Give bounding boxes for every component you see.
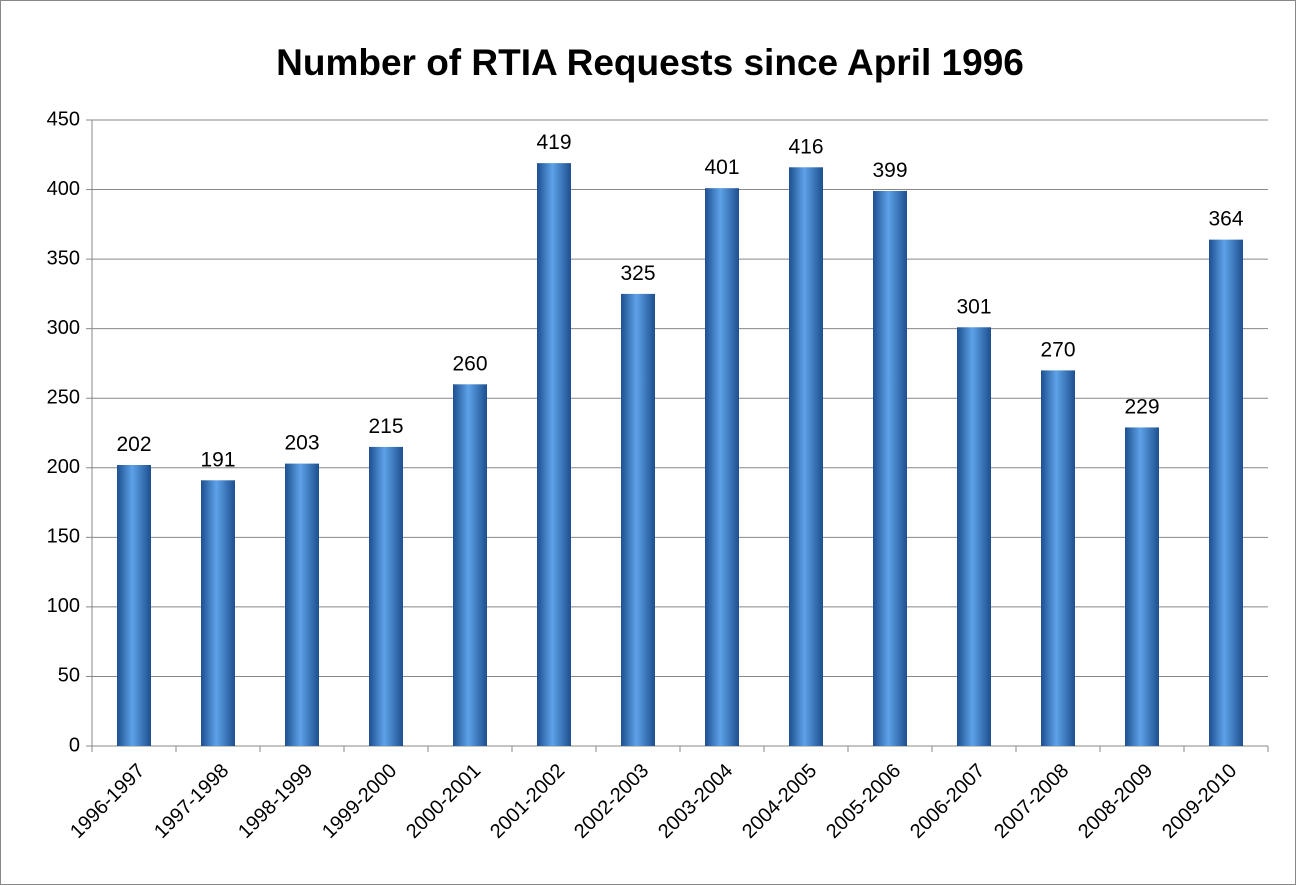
- data-label: 399: [872, 159, 907, 182]
- bar: [201, 480, 235, 746]
- data-label: 301: [956, 295, 991, 318]
- bar: [117, 464, 151, 746]
- bar: [789, 167, 823, 746]
- bar: [1041, 370, 1075, 746]
- data-label: 325: [620, 262, 655, 285]
- data-label: 203: [284, 432, 319, 455]
- bar: [873, 190, 907, 747]
- bar: [537, 163, 571, 746]
- data-label: 202: [116, 433, 151, 456]
- data-label: 364: [1208, 208, 1243, 231]
- y-tick-label: 450: [47, 108, 80, 130]
- bar: [705, 188, 739, 747]
- data-label: 191: [200, 448, 235, 471]
- y-tick-label: 0: [69, 734, 80, 756]
- y-tick-label: 200: [47, 456, 80, 478]
- bar: [1209, 239, 1243, 746]
- chart-title: Number of RTIA Requests since April 1996: [276, 42, 1024, 83]
- y-tick-label: 350: [47, 247, 80, 269]
- bar: [957, 327, 991, 746]
- data-label: 215: [368, 415, 403, 438]
- data-label: 270: [1040, 338, 1075, 361]
- y-tick-label: 100: [47, 595, 80, 617]
- bar: [621, 293, 655, 746]
- y-tick-label: 300: [47, 317, 80, 339]
- bar: [453, 384, 487, 746]
- y-tick-label: 50: [58, 665, 80, 687]
- y-tick-label: 250: [47, 387, 80, 409]
- data-label: 229: [1124, 395, 1159, 418]
- bar: [285, 463, 319, 746]
- data-label: 260: [452, 352, 487, 375]
- y-tick-label: 400: [47, 178, 80, 200]
- data-label: 401: [704, 156, 739, 179]
- data-label: 419: [536, 131, 571, 154]
- bar: [1125, 427, 1159, 746]
- data-label: 416: [788, 135, 823, 158]
- y-tick-label: 150: [47, 526, 80, 548]
- bar: [369, 446, 403, 746]
